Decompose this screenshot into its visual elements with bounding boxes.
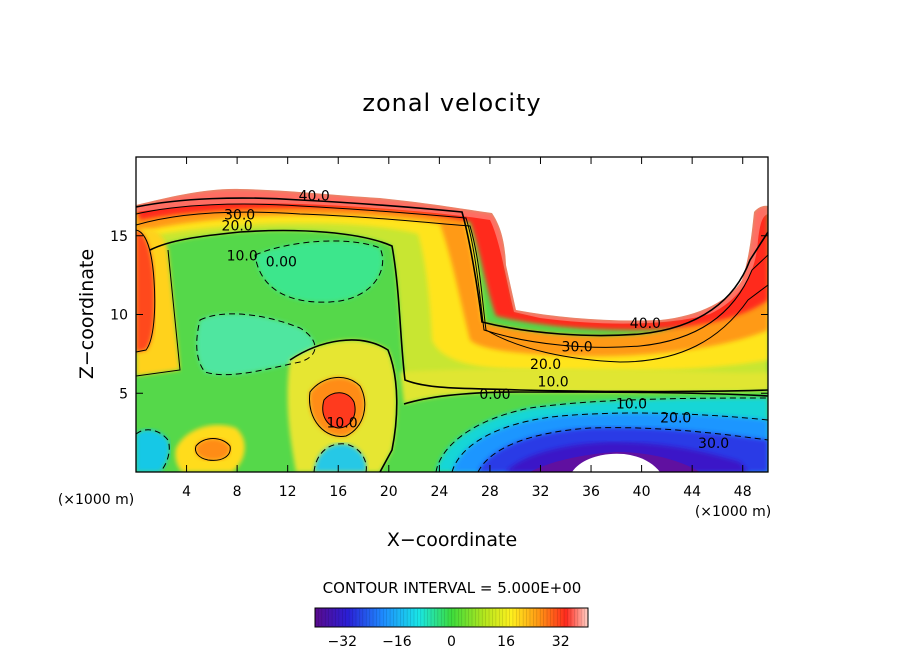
contour-mid-30 <box>322 392 356 429</box>
contour-lowleft <box>195 438 231 461</box>
contour-label: 10.0 <box>326 415 357 431</box>
colorbar-tick-label: −16 <box>382 634 412 650</box>
z-axis-ticks: 5 10 15 <box>110 229 768 402</box>
x-axis-title: X−coordinate <box>387 529 517 551</box>
x-tick-label: 4 <box>182 484 191 500</box>
x-tick-label: 48 <box>734 484 752 500</box>
contour-lines <box>136 197 768 472</box>
contour-label: 40.0 <box>630 316 661 332</box>
contour-neg-left <box>196 313 316 376</box>
contour-label: 40.0 <box>299 189 330 205</box>
colorbar-tick-label: −32 <box>328 634 358 650</box>
fill-layer-lowmid-cyan <box>314 443 367 472</box>
fill-layer-mid-red <box>322 392 356 428</box>
x-axis-ticks: 4 8 12 16 20 24 28 32 36 40 44 48 <box>182 157 752 500</box>
contour-40-top <box>136 197 768 337</box>
fill-layer-left-red <box>136 230 155 352</box>
contour-interval-label: CONTOUR INTERVAL = 5.000E+00 <box>323 579 582 597</box>
contour-label: 20.0 <box>530 357 561 373</box>
x-tick-label: 16 <box>329 484 347 500</box>
contour-30-top <box>136 203 768 348</box>
z-tick-label: 10 <box>110 308 128 324</box>
z-tick-label: 15 <box>110 229 128 245</box>
contour-lowleft-neg <box>136 429 170 472</box>
contour-left-20 <box>136 229 156 353</box>
fill-layer-yellow-top <box>136 204 768 372</box>
contour-label: 30.0 <box>698 436 729 452</box>
contour-label-layer: 40.030.020.010.0 0.0040.030.020.010.00.00… <box>222 189 730 452</box>
chart-title: zonal velocity <box>362 89 541 117</box>
fill-layer-cyan-left <box>196 313 315 375</box>
contour-mid-20 <box>309 376 366 437</box>
fill-layer-lowleft-orange <box>195 438 231 461</box>
contour-20-top <box>136 211 768 363</box>
colorbar-tick-label: 16 <box>497 634 515 650</box>
x-tick-label: 40 <box>633 484 651 500</box>
contour-lowmid-neg <box>313 443 367 472</box>
contour-label: 30.0 <box>224 207 255 223</box>
x-tick-label: 32 <box>532 484 550 500</box>
contour-10-top <box>149 229 768 393</box>
contour-label: 20.0 <box>660 411 691 427</box>
contour-0-center <box>403 391 768 405</box>
x-tick-label: 36 <box>582 484 600 500</box>
fill-layer-lowleft-cyan <box>136 429 170 472</box>
contour-label: 10.0 <box>616 396 647 412</box>
contour-label: 10.0 <box>538 374 569 390</box>
missing-data-bottom <box>572 453 660 472</box>
colorbar-tick-label: 0 <box>447 634 456 650</box>
colorbar-ticks: −32 −16 0 16 32 <box>328 634 570 650</box>
contour-label: 10.0 <box>227 248 258 264</box>
x-tick-label: 8 <box>233 484 242 500</box>
x-tick-label: 20 <box>380 484 398 500</box>
z-axis-title: Z−coordinate <box>76 249 98 379</box>
x-unit-label-left: (×1000 m) <box>58 492 134 508</box>
missing-data-top <box>136 157 768 321</box>
contour-label: 20.0 <box>222 218 253 234</box>
contour-neg20 <box>451 412 768 472</box>
contour-neg10 <box>435 397 768 472</box>
contour-label: 0.00 <box>266 255 297 271</box>
contour-left-10 <box>136 249 181 377</box>
x-tick-label: 12 <box>279 484 297 500</box>
fill-layer-cyan-center <box>255 240 383 303</box>
colorbar <box>314 607 589 628</box>
contour-label: 30.0 <box>562 340 593 356</box>
x-tick-label: 24 <box>430 484 448 500</box>
colorbar-tick-label: 32 <box>552 634 570 650</box>
contour-label: 0.00 <box>479 387 510 403</box>
x-tick-label: 44 <box>683 484 701 500</box>
x-tick-label: 28 <box>481 484 499 500</box>
contour-neg-center <box>254 240 384 303</box>
contour-neg30 <box>477 427 768 472</box>
colorbar-stripes <box>318 609 585 626</box>
contour-mid-10 <box>289 339 398 472</box>
x-unit-label-right: (×1000 m) <box>695 504 771 520</box>
z-tick-label: 5 <box>119 386 128 402</box>
fill-layer-pink-edge <box>136 188 768 324</box>
fill-layer-yellow-band <box>400 368 768 404</box>
